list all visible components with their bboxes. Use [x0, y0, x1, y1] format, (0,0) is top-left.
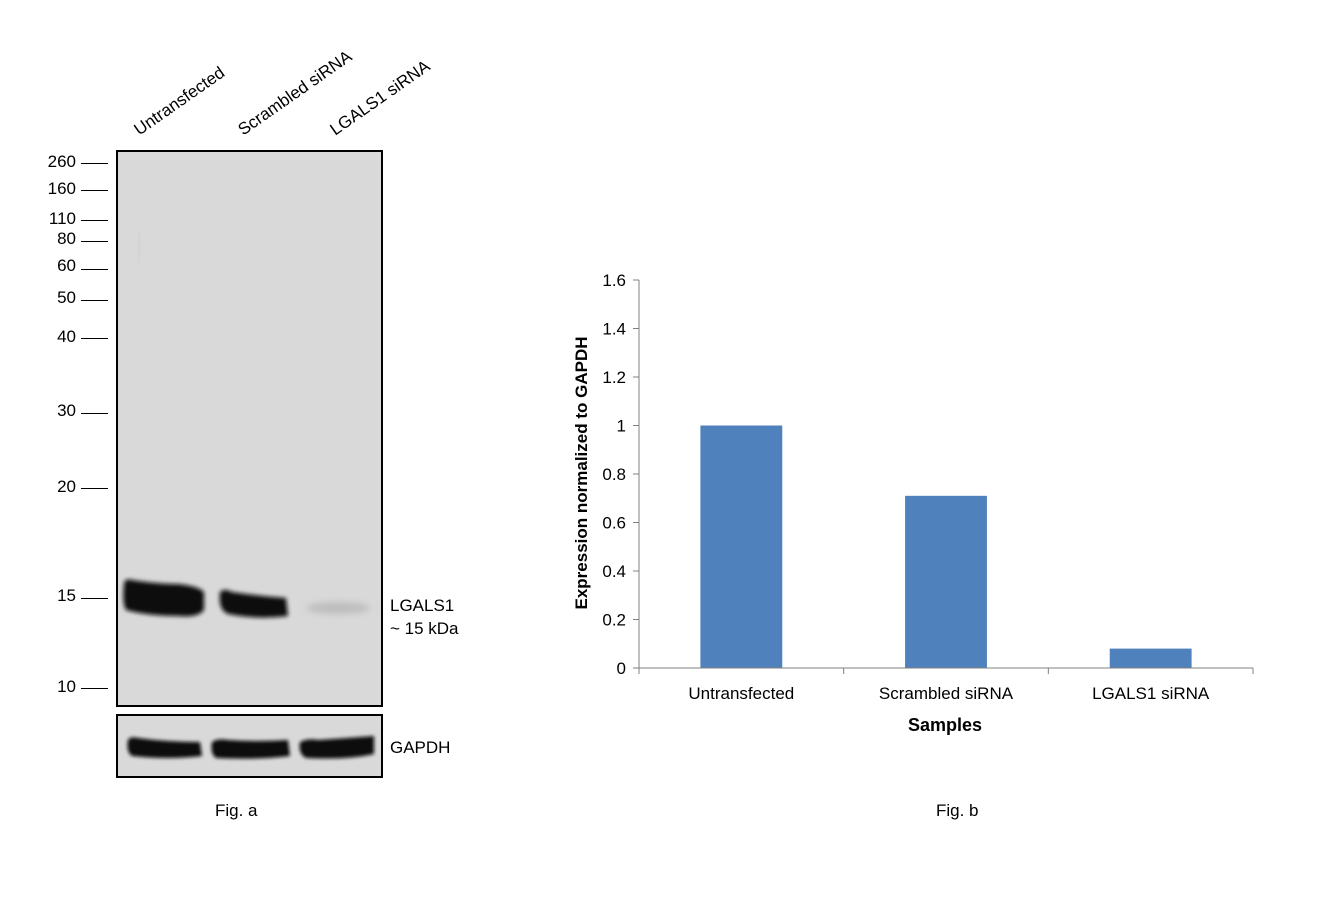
mw-label: 40: [57, 327, 76, 346]
gapdh-band-2: [211, 739, 290, 759]
x-tick-label: Untransfected: [688, 684, 794, 703]
mw-tick: [81, 413, 108, 414]
mw-label: 50: [57, 288, 76, 307]
y-tick-label: 0: [617, 659, 626, 678]
band-lgals1-sirna: [306, 602, 370, 614]
y-tick-label: 0.8: [602, 465, 626, 484]
bars: [700, 425, 1192, 668]
y-axis: 0 0.2 0.4 0.6 0.8 1 1.2 1.4 1.6: [602, 271, 640, 678]
mw-label: 260: [47, 152, 76, 171]
mw-label: 10: [57, 677, 76, 696]
band-label: LGALS1 ~ 15 kDa: [390, 594, 459, 640]
mw-tick: [81, 300, 108, 301]
mw-tick: [81, 220, 108, 221]
mw-label: 160: [47, 179, 76, 198]
x-axis: Untransfected Scrambled siRNA LGALS1 siRNA: [638, 667, 1254, 703]
y-axis-label: Expression normalized to GAPDH: [572, 337, 591, 610]
mw-tick: [81, 488, 108, 489]
blot-panel-gapdh: [116, 714, 383, 778]
gapdh-bands: [127, 736, 374, 759]
lane-label-untransfected: Untransfected: [130, 62, 229, 140]
band-label-size: ~ 15 kDa: [390, 619, 459, 638]
band-label-name: LGALS1: [390, 596, 455, 615]
mw-tick: [81, 163, 108, 164]
mw-label: 15: [57, 586, 76, 605]
x-tick-label: LGALS1 siRNA: [1092, 684, 1210, 703]
bar: [1109, 648, 1192, 668]
loading-control-label: GAPDH: [390, 738, 451, 757]
figure-b-caption: Fig. b: [936, 801, 979, 820]
gapdh-band-3: [299, 736, 374, 759]
y-tick-label: 1.4: [602, 320, 626, 339]
y-tick-label: 0.6: [602, 514, 626, 533]
y-tick-label: 1: [617, 417, 626, 436]
mw-tick: [81, 598, 108, 599]
band-untransfected: [123, 579, 204, 617]
mw-tick: [81, 269, 108, 270]
bar: [700, 425, 783, 668]
y-tick-label: 0.4: [602, 562, 626, 581]
mw-tick: [81, 241, 108, 242]
mw-tick: [81, 688, 108, 689]
mw-label: 30: [57, 401, 76, 420]
mw-tick: [81, 338, 108, 339]
mw-label: 110: [48, 209, 76, 228]
bar-chart: 0 0.2 0.4 0.6 0.8 1 1.2 1.4 1.6 Untransfected Scr…: [572, 271, 1254, 735]
mw-label: 80: [57, 229, 76, 248]
x-axis-label: Samples: [908, 715, 982, 735]
blot-bands: [123, 231, 370, 618]
mw-label: 60: [57, 256, 76, 275]
x-tick-label: Scrambled siRNA: [879, 684, 1014, 703]
mw-label: 20: [57, 477, 76, 496]
gapdh-band-1: [127, 737, 202, 758]
mw-tick: [81, 190, 108, 191]
y-tick-label: 1.6: [602, 271, 626, 290]
figure-a-caption: Fig. a: [215, 801, 258, 820]
y-tick-label: 0.2: [602, 611, 626, 630]
y-tick-label: 1.2: [602, 368, 626, 387]
band-scrambled: [219, 590, 288, 618]
bar: [905, 495, 987, 668]
blot-panel-lgals1: [116, 150, 383, 707]
